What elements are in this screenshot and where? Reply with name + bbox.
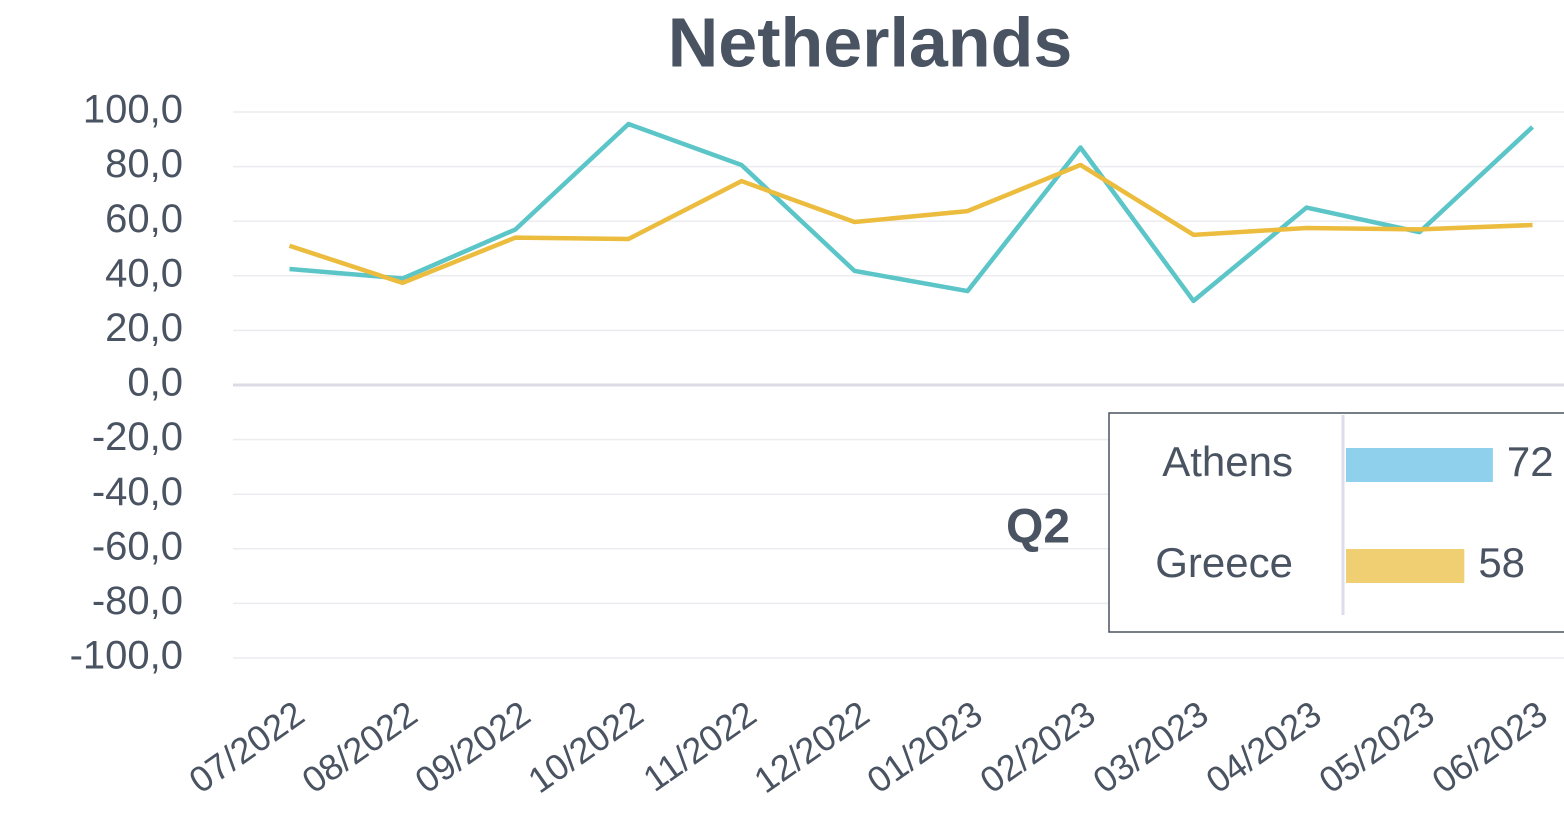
y-tick-label: -100,0 bbox=[70, 634, 183, 678]
x-tick-label: 09/2022 bbox=[407, 693, 537, 801]
line-series bbox=[288, 162, 1533, 286]
bar bbox=[1346, 448, 1493, 482]
x-tick-label: 03/2023 bbox=[1085, 693, 1215, 801]
bar-value-label: 72 bbox=[1507, 438, 1554, 485]
x-tick-label: 06/2023 bbox=[1424, 693, 1554, 801]
y-tick-label: -20,0 bbox=[92, 415, 183, 459]
y-tick-label: 60,0 bbox=[105, 197, 183, 241]
x-tick-label: 10/2022 bbox=[520, 693, 650, 801]
y-tick-label: -80,0 bbox=[92, 579, 183, 623]
x-tick-label: 12/2022 bbox=[746, 693, 876, 801]
y-tick-label: 0,0 bbox=[127, 361, 183, 405]
bar-value-label: 58 bbox=[1478, 539, 1525, 586]
y-tick-label: -40,0 bbox=[92, 470, 183, 514]
y-tick-label: -60,0 bbox=[92, 524, 183, 568]
y-tick-label: 20,0 bbox=[105, 306, 183, 350]
x-tick-label: 07/2022 bbox=[181, 693, 311, 801]
bar-category-label: Greece bbox=[1155, 539, 1293, 586]
x-tick-label: 02/2023 bbox=[972, 693, 1102, 801]
y-tick-label: 80,0 bbox=[105, 142, 183, 186]
line-series bbox=[289, 121, 1535, 304]
x-tick-label: 04/2023 bbox=[1198, 693, 1328, 801]
x-tick-label: 05/2023 bbox=[1311, 693, 1441, 801]
y-tick-label: 100,0 bbox=[83, 88, 183, 132]
bar bbox=[1346, 549, 1465, 583]
x-tick-label: 01/2023 bbox=[859, 693, 989, 801]
inset-title: Q2 bbox=[1006, 501, 1070, 554]
bar-category-label: Athens bbox=[1162, 438, 1293, 485]
y-tick-label: 40,0 bbox=[105, 251, 183, 295]
x-tick-label: 11/2022 bbox=[636, 693, 764, 800]
chart-title: Netherlands bbox=[668, 3, 1073, 81]
x-tick-label: 08/2022 bbox=[294, 693, 424, 801]
